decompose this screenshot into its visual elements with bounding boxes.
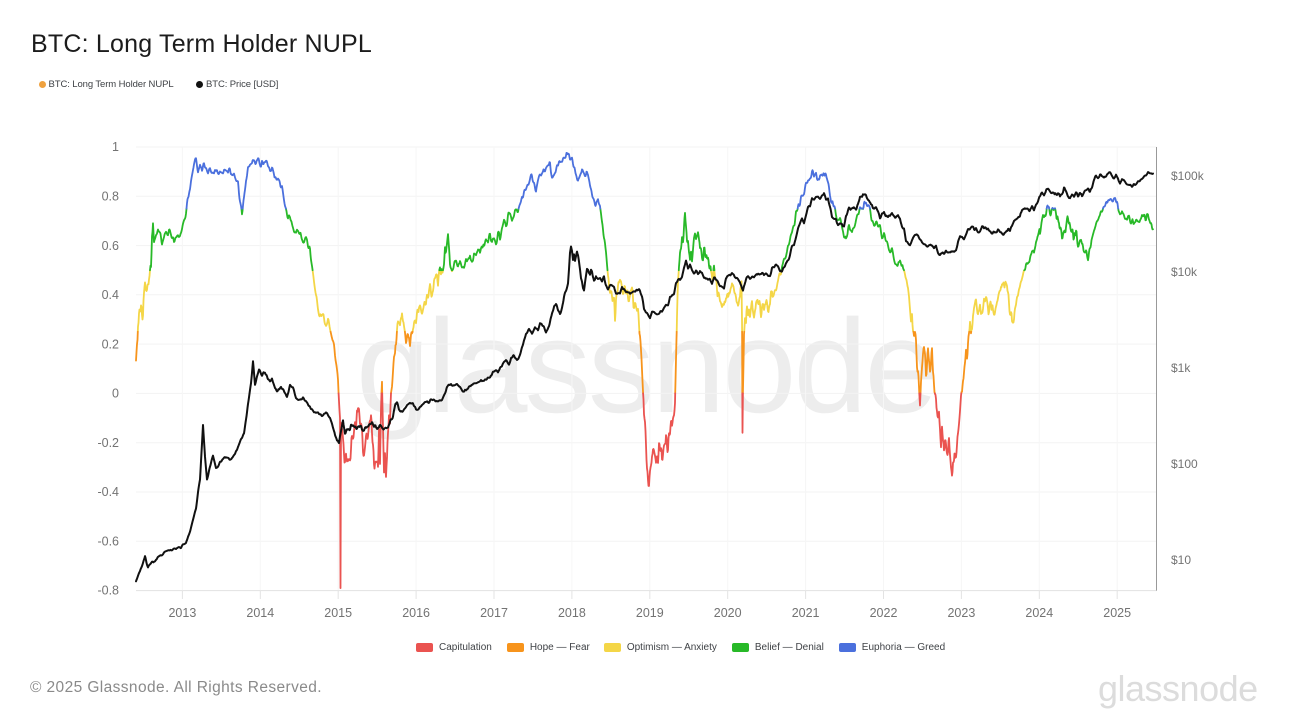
svg-text:2013: 2013 [168,606,196,620]
svg-text:2025: 2025 [1103,606,1131,620]
svg-text:-0.2: -0.2 [97,436,119,450]
svg-text:0.8: 0.8 [102,190,119,204]
svg-text:$10: $10 [1171,553,1191,567]
svg-text:2019: 2019 [636,606,664,620]
svg-text:2023: 2023 [947,606,975,620]
svg-text:1: 1 [112,140,119,154]
svg-text:0.4: 0.4 [102,288,119,302]
svg-text:2021: 2021 [792,606,820,620]
svg-text:2016: 2016 [402,606,430,620]
svg-text:$1k: $1k [1171,361,1191,375]
svg-text:2017: 2017 [480,606,508,620]
svg-text:-0.4: -0.4 [97,485,119,499]
svg-text:$100: $100 [1171,457,1198,471]
svg-text:2024: 2024 [1025,606,1053,620]
svg-text:-0.8: -0.8 [97,584,119,598]
svg-text:$10k: $10k [1171,265,1198,279]
svg-text:0: 0 [112,387,119,401]
svg-text:2015: 2015 [324,606,352,620]
svg-text:2020: 2020 [714,606,742,620]
svg-text:$100k: $100k [1171,169,1205,183]
svg-text:-0.6: -0.6 [97,534,119,548]
svg-text:0.6: 0.6 [102,239,119,253]
svg-text:2014: 2014 [246,606,274,620]
svg-text:2018: 2018 [558,606,586,620]
svg-text:0.2: 0.2 [102,337,119,351]
svg-text:2022: 2022 [870,606,898,620]
